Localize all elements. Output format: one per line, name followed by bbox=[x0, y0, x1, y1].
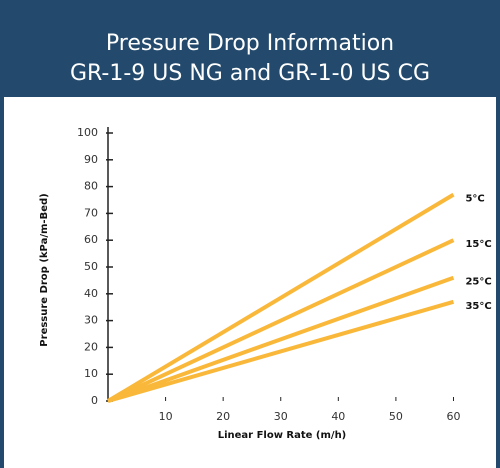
series-line bbox=[107, 299, 455, 403]
y-tick-label: 10 bbox=[84, 367, 98, 380]
x-axis-label: Linear Flow Rate (m/h) bbox=[218, 430, 347, 441]
series-label: 25°C bbox=[465, 277, 491, 288]
series-label: 5°C bbox=[465, 194, 484, 205]
chart-title: Pressure Drop Information bbox=[106, 31, 394, 56]
y-tick-label: 20 bbox=[84, 340, 98, 353]
x-tick-label: 20 bbox=[216, 410, 230, 423]
x-tick-label: 60 bbox=[446, 410, 460, 423]
series-line bbox=[106, 192, 455, 403]
y-tick-label: 0 bbox=[91, 394, 98, 407]
x-tick-label: 30 bbox=[274, 410, 288, 423]
y-tick-label: 100 bbox=[77, 126, 98, 139]
y-tick-label: 30 bbox=[84, 314, 98, 327]
series-label: 35°C bbox=[465, 301, 491, 312]
y-axis-label: Pressure Drop (kPa/m-Bed) bbox=[39, 193, 50, 346]
y-tick-label: 60 bbox=[84, 233, 98, 246]
x-tick-label: 40 bbox=[331, 410, 345, 423]
y-tick-label: 90 bbox=[84, 153, 98, 166]
y-tick-label: 50 bbox=[84, 260, 98, 273]
y-tick-label: 80 bbox=[84, 180, 98, 193]
series-label: 15°C bbox=[465, 239, 491, 250]
y-tick-label: 70 bbox=[84, 206, 98, 219]
header bbox=[0, 0, 500, 97]
series-line bbox=[107, 275, 455, 403]
series-line bbox=[107, 238, 455, 403]
x-tick-label: 10 bbox=[159, 410, 173, 423]
x-tick-label: 50 bbox=[389, 410, 403, 423]
chart-subtitle: GR-1-9 US NG and GR-1-0 US CG bbox=[70, 61, 430, 86]
y-tick-label: 40 bbox=[84, 287, 98, 300]
